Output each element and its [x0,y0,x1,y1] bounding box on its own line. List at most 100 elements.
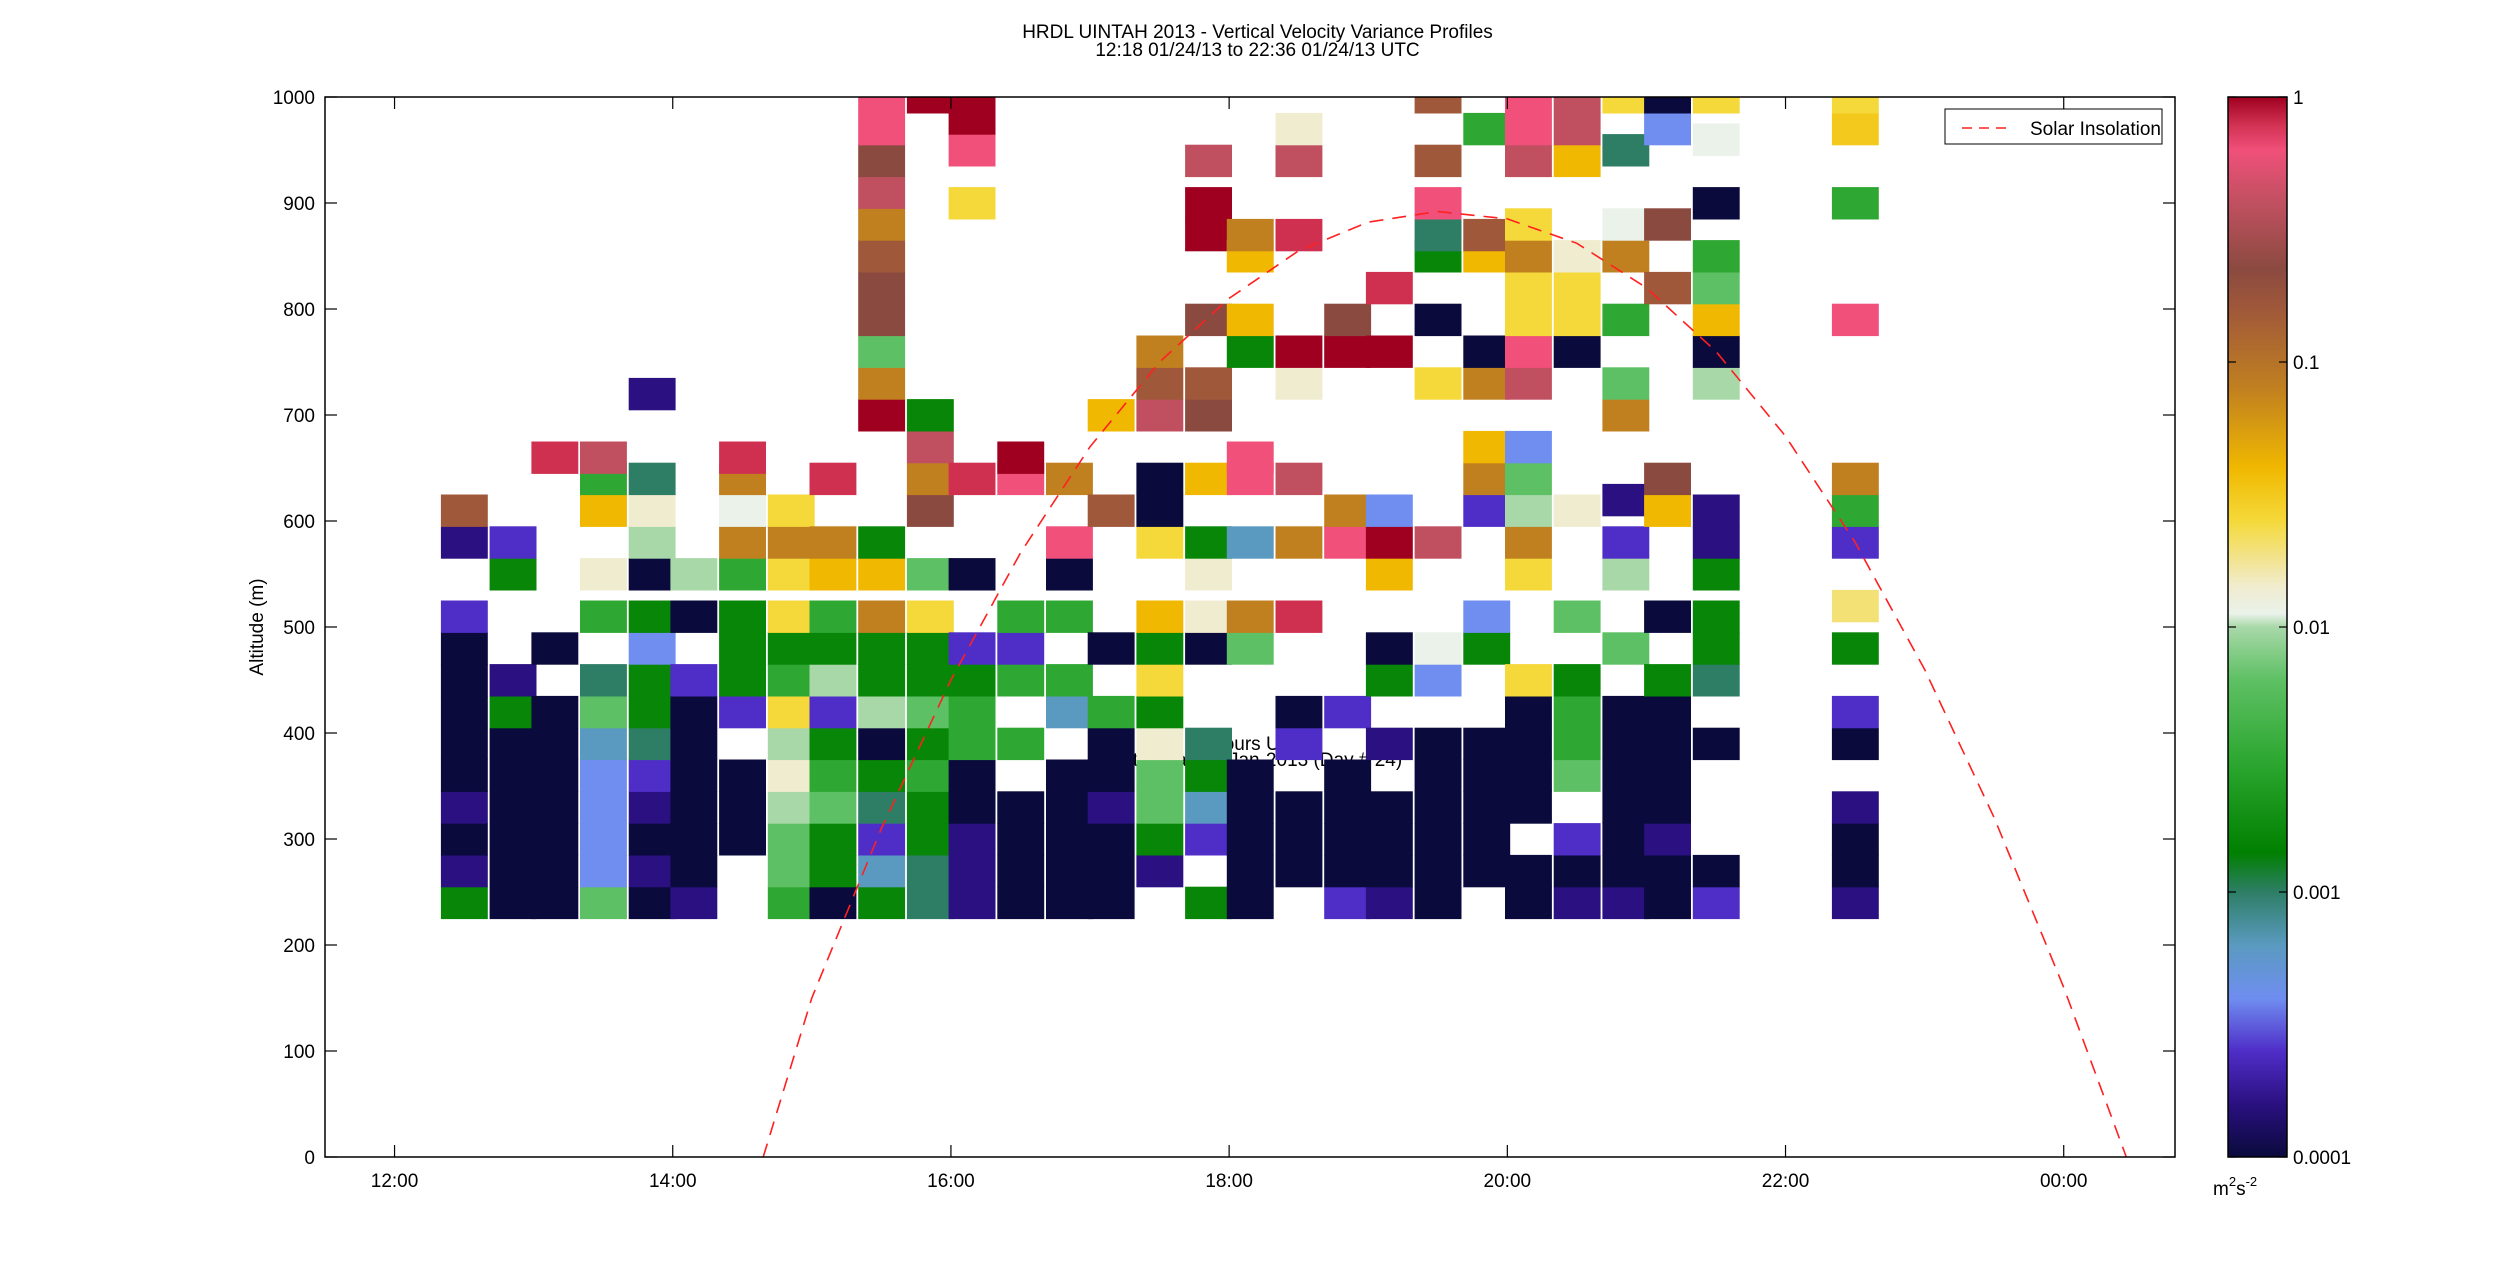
heatmap-cell [1831,823,1879,856]
heatmap-cell [858,600,906,633]
x-tick-label: 16:00 [927,1171,975,1192]
heatmap-cell [1553,727,1601,761]
heatmap-cell [440,664,488,697]
heatmap-cell [489,854,537,888]
heatmap-cell [1185,886,1232,920]
heatmap-cell [1505,558,1552,591]
heatmap-cell [1226,441,1274,474]
heatmap-cell [1692,494,1740,527]
heatmap-cell [1324,854,1372,888]
heatmap-cell [670,664,718,697]
heatmap-cell [1136,664,1184,697]
heatmap-cell [1087,854,1135,888]
heatmap-cell [1136,791,1184,824]
heatmap-cell [1087,632,1135,665]
heatmap-cell [1185,144,1232,178]
heatmap-cell [858,695,906,729]
chart-title: HRDL UINTAH 2013 - Vertical Velocity Var… [1022,22,1493,43]
heatmap-cell [1324,886,1372,920]
heatmap-cell [1136,335,1184,368]
heatmap-cell [489,695,537,729]
y-tick-label: 300 [283,830,315,851]
heatmap-cell [1226,526,1274,559]
heatmap-cell [670,558,718,591]
heatmap-cell [1505,695,1552,729]
heatmap-cell [719,823,766,856]
heatmap-cell [1831,187,1879,220]
colorbar-tick-label: 0.01 [2293,618,2330,639]
heatmap-cell [906,823,954,856]
heatmap-cell [1463,854,1511,888]
heatmap-cell [489,791,537,824]
heatmap-cell [1324,335,1372,368]
heatmap-cell [1553,335,1601,368]
heatmap-cell [1692,97,1740,114]
x-tick-label: 22:00 [1762,1171,1810,1192]
heatmap-cell [1136,854,1184,888]
heatmap-cell [997,441,1045,474]
heatmap-cell [948,695,996,729]
heatmap-cell [489,664,537,697]
heatmap-cell [1136,632,1184,665]
heatmap-cell [997,600,1045,633]
heatmap-cell [1553,240,1601,273]
heatmap-cell [1185,759,1232,792]
heatmap-cell [858,727,906,761]
heatmap-cell [1602,695,1650,729]
heatmap-cell [1644,854,1691,888]
heatmap-cell [1275,695,1323,729]
heatmap-cell [1226,886,1274,920]
heatmap-cell [719,664,766,697]
heatmap-cell [1275,218,1323,252]
heatmap-cell [1185,367,1232,400]
heatmap-cell [1553,664,1601,697]
heatmap-cell [628,886,676,920]
heatmap-cell [767,886,815,920]
heatmap-cell [1275,367,1323,400]
heatmap-cell [767,695,815,729]
heatmap-cell [719,632,766,665]
heatmap-cell [1185,187,1232,220]
y-tick-label: 500 [283,618,315,639]
heatmap-cell [1463,462,1511,496]
heatmap-cell [1602,303,1650,337]
heatmap-cell [858,854,906,888]
heatmap-cell [1185,727,1232,761]
heatmap-cell [531,632,579,665]
heatmap-cell [1602,134,1650,167]
heatmap-cell [1226,854,1274,888]
legend-label-solar: Solar Insolation [2030,119,2161,140]
heatmap-cell [1136,367,1184,400]
heatmap-cell [948,727,996,761]
heatmap-cell [1046,695,1093,729]
heatmap-cell [1602,483,1650,517]
heatmap-cell [858,303,906,337]
heatmap-cell [580,727,627,761]
heatmap-cell [628,727,676,761]
heatmap-cell [997,727,1045,761]
heatmap-cell [1505,854,1552,888]
heatmap-cell [489,558,537,591]
heatmap-cell [580,664,627,697]
heatmap-cells [440,97,1879,920]
heatmap-cell [1136,494,1184,527]
heatmap-cell [1463,218,1511,252]
heatmap-cell [1831,727,1879,761]
heatmap-cell [1692,123,1740,156]
heatmap-cell [948,462,996,496]
heatmap-cell [1692,526,1740,559]
heatmap-cell [670,823,718,856]
heatmap-cell [1692,664,1740,697]
heatmap-cell [1692,600,1740,633]
heatmap-cell [1692,854,1740,888]
heatmap-cell [1644,791,1691,824]
heatmap-cell [1644,494,1691,527]
heatmap-cell [719,494,766,527]
heatmap-cell [1505,430,1552,464]
heatmap-cell [1365,854,1413,888]
heatmap-cell [440,727,488,761]
colorbar: 0.0001 0.001 0.01 0.1 1 m2s-2 [2213,88,2351,1200]
heatmap-cell [997,791,1045,824]
heatmap-cell [997,632,1045,665]
